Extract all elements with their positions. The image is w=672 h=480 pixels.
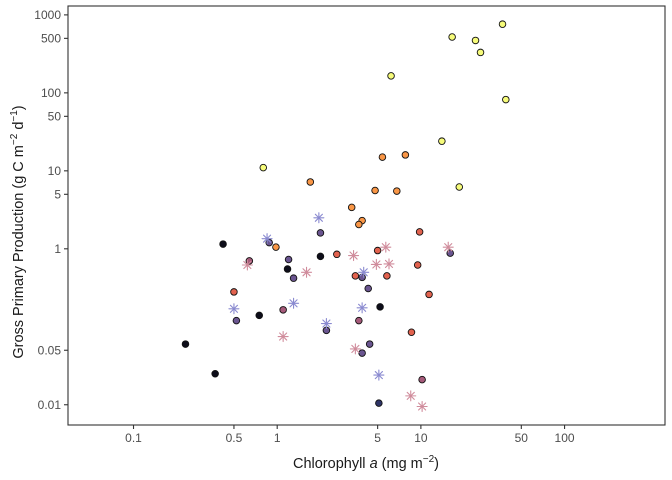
data-point-star [313,212,325,224]
data-point-star [442,241,454,253]
data-point-star [358,266,370,278]
data-point [413,261,422,269]
data-point [283,265,292,273]
data-point [255,311,263,320]
data-point [401,151,410,159]
y-tick-label: 50 [48,109,62,123]
data-point [393,187,401,195]
data-point-star [416,400,428,413]
data-point [371,186,379,195]
data-point [347,203,356,212]
data-point [219,240,227,248]
x-tick-label: 10 [414,431,428,445]
x-tick-label: 50 [515,431,529,445]
y-tick-label: 10 [48,164,62,178]
data-point [289,274,298,282]
data-point [365,340,374,348]
data-point [498,20,507,28]
panel-border [67,5,666,426]
x-tick-label: 0.5 [226,431,243,445]
data-point-star [277,330,289,343]
data-point [351,272,360,280]
data-point [415,228,424,236]
data-point [455,183,464,191]
data-point-star [383,258,395,270]
y-tick-label: 500 [41,31,61,45]
data-point-star [261,233,273,245]
data-point [355,220,363,229]
data-point [355,316,363,325]
data-point [375,399,383,407]
data-point [476,48,485,57]
data-point-star [300,266,313,278]
x-tick-label: 1 [274,431,281,445]
data-point-star [370,258,382,271]
data-point [316,252,325,261]
x-tick-label: 0.1 [125,431,142,445]
data-point-star [356,302,368,314]
data-point [378,153,387,161]
data-point [407,328,416,337]
data-point [383,272,391,280]
data-points [181,20,510,413]
data-point-star [228,303,240,315]
data-point [306,178,315,186]
data-point [425,290,433,299]
data-point [502,95,510,104]
data-point [373,246,382,255]
data-point-star [349,343,361,355]
y-tick-label: 100 [41,86,61,100]
data-point [364,284,372,293]
x-tick-label: 100 [555,431,575,445]
data-point [387,72,395,80]
data-point-star [288,297,300,309]
axis-ticks: 0.1 0.5 1 5 10 50 100 0.01 0.05 1 5 10 50 100 500 1000 [34,8,575,445]
data-point-star [241,259,253,271]
data-point [333,250,341,259]
data-point [232,316,241,325]
y-tick-label: 5 [54,187,61,201]
data-point-star [320,318,332,330]
data-point [272,243,280,251]
y-tick-label: 1 [54,242,61,256]
y-tick-label: 0.05 [38,343,62,357]
data-point [358,349,366,357]
data-point [418,375,426,384]
data-point-star [380,241,392,253]
data-point [358,273,366,282]
x-axis-title: Chlorophyll a (mg m−2) [293,454,439,472]
data-point [279,306,287,314]
data-point-star [348,249,360,262]
data-point [448,33,456,41]
data-point [284,255,293,264]
data-point [438,137,446,145]
data-point [230,288,238,296]
data-point [376,303,384,311]
data-point [471,36,480,45]
y-tick-label: 0.01 [38,398,62,412]
data-point [211,369,219,378]
data-point [316,229,325,237]
data-point [259,163,268,172]
y-axis-title: Gross Primary Production (g C m−2 d−1) [9,105,27,358]
y-tick-label: 1000 [34,8,61,22]
data-point-star [373,369,385,381]
x-tick-label: 5 [374,431,381,445]
data-point-star [405,390,417,402]
data-point [181,340,190,348]
